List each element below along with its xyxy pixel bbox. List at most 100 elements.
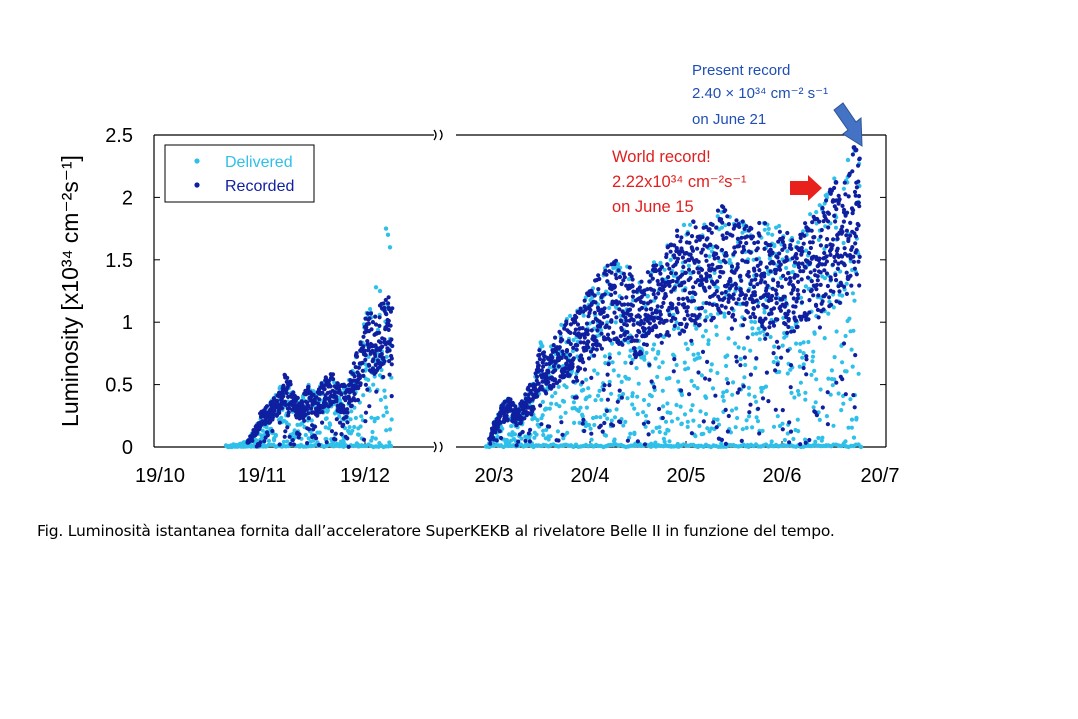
delivered-point	[757, 330, 763, 335]
delivered-point	[822, 336, 827, 341]
recorded-point	[631, 289, 636, 294]
recorded-point	[655, 278, 660, 284]
recorded-point	[562, 326, 567, 331]
recorded-point	[696, 270, 701, 275]
recorded-point	[581, 360, 586, 365]
recorded-point	[369, 327, 374, 332]
recorded-point	[581, 340, 587, 345]
recorded-point	[786, 309, 791, 314]
recorded-point	[323, 375, 328, 380]
recorded-point	[520, 429, 525, 435]
recorded-point	[582, 367, 588, 372]
legend-recorded-label: Recorded	[225, 178, 294, 195]
recorded-point	[815, 307, 821, 312]
delivered-point	[843, 333, 848, 339]
recorded-point	[365, 311, 370, 316]
delivered-point	[602, 412, 607, 417]
recorded-point	[381, 301, 386, 306]
recorded-point	[345, 410, 350, 415]
recorded-point	[788, 279, 793, 284]
delivered-point	[540, 413, 545, 418]
delivered-point	[811, 405, 816, 410]
recorded-point	[801, 289, 807, 294]
recorded-point	[802, 233, 807, 238]
recorded-point	[613, 258, 619, 263]
recorded-point	[775, 280, 781, 285]
delivered-point	[832, 176, 837, 181]
recorded-point	[670, 278, 675, 284]
delivered-point	[851, 435, 857, 440]
delivered-point	[610, 360, 615, 365]
recorded-point	[365, 339, 370, 344]
recorded-point	[382, 337, 387, 342]
delivered-point	[323, 425, 328, 430]
recorded-point	[714, 251, 719, 256]
recorded-point	[837, 197, 842, 202]
delivered-point	[756, 326, 761, 331]
delivered-point	[297, 444, 302, 449]
recorded-point	[538, 403, 543, 408]
recorded-point	[349, 404, 354, 409]
recorded-point	[649, 306, 654, 312]
recorded-point	[374, 389, 379, 394]
delivered-point	[690, 295, 695, 300]
recorded-point	[794, 251, 799, 257]
delivered-point	[649, 394, 654, 399]
delivered-point	[532, 435, 537, 440]
recorded-point	[700, 247, 705, 252]
y-tick-label: 1.5	[105, 250, 133, 272]
recorded-point	[289, 394, 294, 399]
recorded-point	[757, 268, 762, 273]
recorded-point	[686, 267, 692, 272]
recorded-point	[810, 240, 815, 245]
recorded-point	[360, 360, 365, 365]
recorded-point	[676, 296, 681, 301]
delivered-point	[792, 263, 797, 268]
delivered-point	[742, 375, 747, 380]
delivered-point	[752, 394, 757, 399]
recorded-point	[619, 296, 624, 301]
recorded-point	[850, 169, 855, 174]
delivered-point	[762, 310, 767, 315]
recorded-point	[775, 317, 780, 322]
recorded-point	[624, 323, 630, 328]
recorded-point	[763, 316, 768, 321]
recorded-point	[526, 405, 531, 410]
delivered-point	[801, 351, 806, 356]
delivered-point	[691, 418, 696, 423]
delivered-point	[714, 324, 719, 329]
recorded-point	[560, 432, 565, 437]
recorded-point	[619, 395, 625, 400]
recorded-point	[785, 230, 790, 236]
recorded-point	[622, 302, 627, 307]
delivered-point	[792, 395, 797, 400]
delivered-point	[628, 431, 633, 436]
delivered-point	[642, 357, 647, 362]
recorded-point	[378, 340, 383, 345]
recorded-point	[715, 208, 721, 213]
recorded-point	[284, 391, 289, 396]
recorded-point	[740, 219, 745, 224]
recorded-point	[840, 224, 845, 229]
delivered-point	[754, 331, 759, 336]
recorded-point	[598, 423, 603, 428]
delivered-point	[599, 397, 604, 402]
delivered-point	[708, 368, 713, 373]
recorded-point	[853, 234, 859, 239]
recorded-point	[642, 442, 648, 447]
recorded-point	[588, 349, 594, 354]
delivered-point	[782, 437, 788, 443]
recorded-point	[526, 431, 532, 436]
recorded-point	[689, 245, 694, 250]
delivered-point	[816, 237, 822, 242]
world-record-line1: World record!	[612, 148, 711, 166]
recorded-point	[757, 431, 762, 436]
delivered-point	[645, 294, 650, 299]
recorded-point	[705, 236, 710, 241]
delivered-point	[831, 305, 836, 310]
recorded-point	[691, 219, 696, 224]
delivered-point	[829, 368, 835, 373]
delivered-point	[356, 432, 361, 437]
recorded-point	[599, 295, 604, 300]
recorded-point	[545, 376, 550, 381]
